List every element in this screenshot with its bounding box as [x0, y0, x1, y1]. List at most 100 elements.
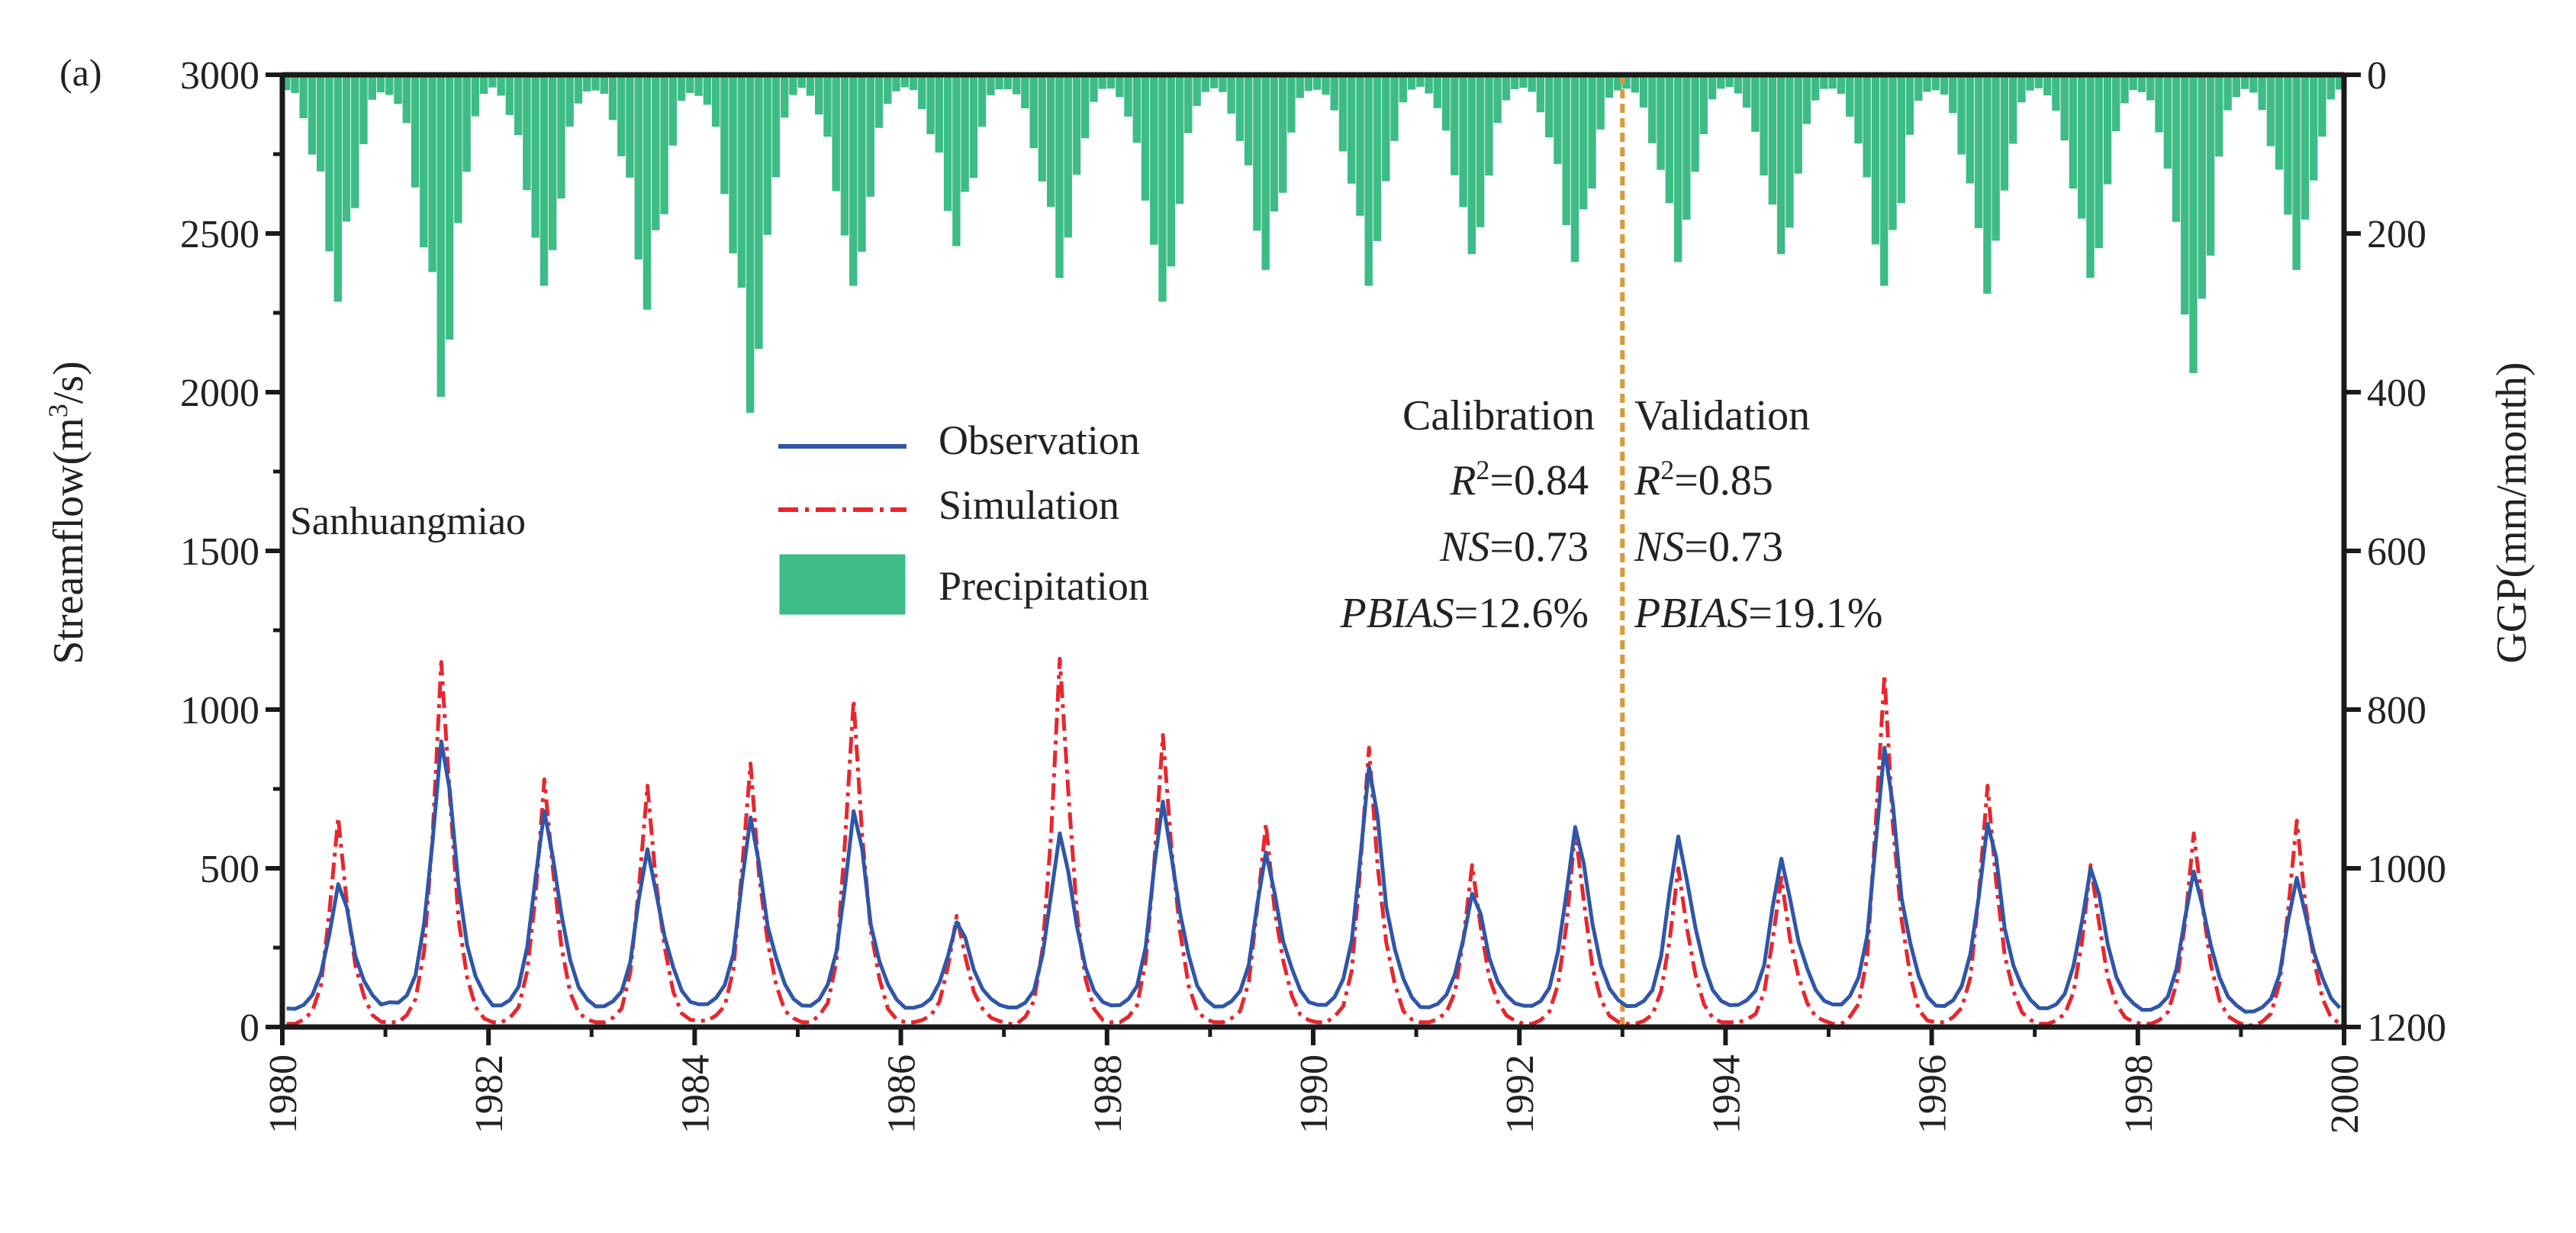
precipitation-bar: [1467, 75, 1476, 254]
precipitation-bar: [1725, 75, 1734, 88]
precipitation-bar: [1003, 75, 1013, 90]
precipitation-bar: [2335, 75, 2344, 90]
precipitation-bar: [1081, 75, 1090, 139]
precipitation-bar: [1184, 75, 1193, 134]
precipitation-bar: [1699, 75, 1708, 134]
precipitation-bar: [1476, 75, 1485, 227]
precipitation-bar: [943, 75, 952, 211]
precipitation-bar: [2215, 75, 2223, 157]
precipitation-bar: [2086, 75, 2095, 278]
precipitation-bar: [1021, 75, 1029, 108]
precipitation-bar: [660, 75, 668, 214]
precipitation-bar: [514, 75, 523, 135]
precipitation-bar: [737, 75, 746, 288]
precipitation-bar: [1820, 75, 1828, 89]
precipitation-bar: [840, 75, 849, 236]
precipitation-bar: [420, 75, 428, 248]
precipitation-bar: [977, 75, 987, 127]
precipitation-bar: [987, 75, 995, 95]
precipitation-bar: [1013, 75, 1021, 95]
precipitation-bar: [436, 75, 445, 398]
precipitation-bar: [1880, 75, 1889, 286]
precipitation-bar: [1338, 75, 1348, 152]
precipitation-bar: [1605, 75, 1614, 98]
precipitation-bar: [789, 75, 797, 95]
precipitation-bar: [1098, 75, 1106, 89]
precipitation-bar: [1150, 75, 1158, 245]
precipitation-bar: [1029, 75, 1038, 149]
precipitation-bar: [308, 75, 317, 155]
observation-line: [286, 739, 2342, 1014]
precipitation-bar: [1106, 75, 1116, 89]
bottom-tick-label: 1984: [674, 1054, 717, 1134]
precipitation-bar: [2095, 75, 2103, 249]
precipitation-bar: [497, 75, 505, 96]
precipitation-bar: [1854, 75, 1863, 144]
left-tick-label: 500: [200, 848, 259, 891]
precipitation-bar: [539, 75, 549, 286]
precipitation-bar: [565, 75, 574, 127]
precipitation-bar: [642, 75, 652, 310]
precipitation-bar: [711, 75, 720, 127]
precipitation-bar: [1923, 75, 1931, 92]
precipitation-bar: [1064, 75, 1072, 238]
precipitation-bar: [1132, 75, 1141, 143]
left-tick-label: 3000: [180, 54, 259, 98]
right-tick-label: 1200: [2367, 1006, 2446, 1050]
precipitation-bar: [2284, 75, 2292, 215]
precipitation-bar: [832, 75, 840, 192]
bottom-tick-label: 1998: [2117, 1054, 2161, 1134]
precipitation-bar: [2206, 75, 2215, 256]
precipitation-bar: [1407, 75, 1416, 90]
precipitation-bar: [2000, 75, 2009, 191]
right-tick-label: 400: [2367, 372, 2426, 415]
precipitation-bar: [952, 75, 961, 246]
precipitation-bar: [2310, 75, 2318, 181]
precipitation-bar: [1614, 75, 1622, 91]
precipitation-bar: [1828, 75, 1837, 89]
precipitation-bar: [1811, 75, 1820, 101]
left-tick-label: 0: [240, 1006, 259, 1050]
precipitation-bar: [600, 75, 608, 94]
precipitation-bar: [1304, 75, 1313, 92]
precipitation-bar: [1889, 75, 1897, 230]
precipitation-bar: [2129, 75, 2137, 90]
precipitation-bar: [1691, 75, 1699, 172]
precipitation-bar: [729, 75, 737, 254]
bottom-tick-label: 1986: [881, 1054, 924, 1134]
precipitation-bar: [557, 75, 565, 199]
plot-axes: [279, 72, 2347, 1030]
validation-r2: R2=0.85: [1634, 455, 1773, 504]
precipitation-bar: [1837, 75, 1846, 94]
precipitation-bar: [549, 75, 557, 250]
precipitation-bar: [1992, 75, 2000, 241]
precipitation-bar: [1596, 75, 1605, 130]
precipitation-bar: [1579, 75, 1588, 210]
precipitation-bar: [531, 75, 539, 238]
precipitation-bar: [815, 75, 823, 115]
precipitation-bar: [1124, 75, 1132, 117]
precipitation-bar: [2112, 75, 2120, 131]
precipitation-bar: [1485, 75, 1493, 175]
precipitation-bar: [1914, 75, 1923, 101]
precipitation-bar: [1459, 75, 1467, 208]
precipitation-bar: [368, 75, 376, 100]
precipitation-bar: [926, 75, 935, 134]
precipitation-bar: [2103, 75, 2112, 185]
precipitation-bar: [1545, 75, 1554, 137]
precipitation-bar: [1717, 75, 1725, 89]
simulation-series: [286, 656, 2341, 1028]
precipitation-bar: [1330, 75, 1338, 111]
precipitation-bar: [1390, 75, 1399, 141]
precipitation-bar: [686, 75, 694, 93]
precipitation-bar: [351, 75, 359, 208]
precipitation-bar: [471, 75, 480, 117]
legend-precipitation-label: Precipitation: [939, 563, 1149, 609]
validation-ns: NS=0.73: [1634, 523, 1783, 571]
simulation-line: [286, 656, 2341, 1028]
station-name: Sanhuangmiao: [290, 500, 526, 543]
precipitation-bar: [2301, 75, 2310, 220]
precipitation-bar: [1905, 75, 1914, 135]
precipitation-bar: [703, 75, 712, 105]
